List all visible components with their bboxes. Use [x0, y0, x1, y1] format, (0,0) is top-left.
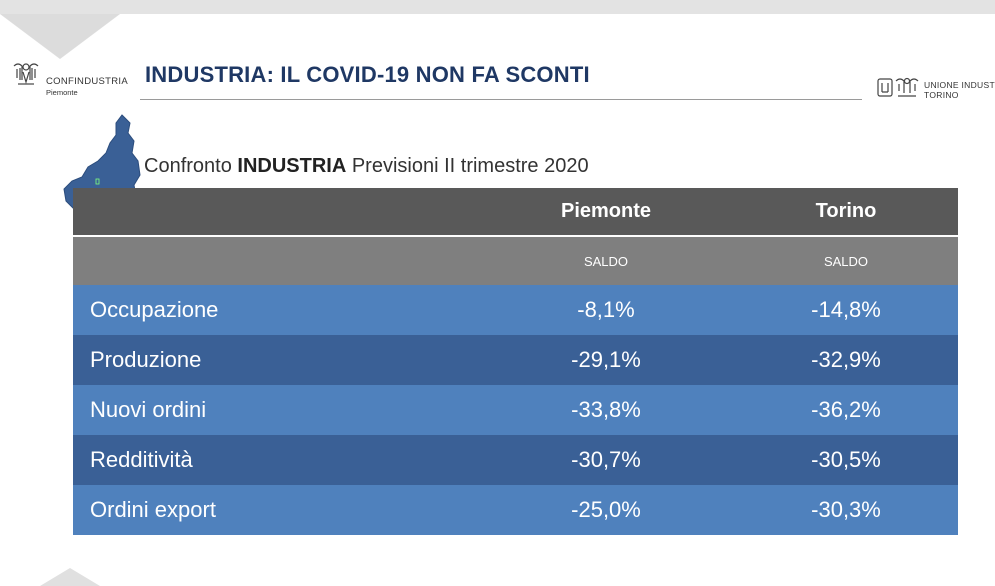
forecast-table: Piemonte Torino SALDO SALDO Occupazione … [73, 188, 958, 535]
row-value-piemonte: -25,0% [478, 485, 734, 535]
row-label: Redditività [73, 435, 478, 485]
row-value-torino: -32,9% [734, 335, 958, 385]
table-header-row: Piemonte Torino [73, 188, 958, 235]
logo-right-brand: UNIONE INDUSTRIALE [924, 80, 995, 90]
row-value-piemonte: -30,7% [478, 435, 734, 485]
logo-left-brand: CONFINDUSTRIA [46, 76, 129, 87]
subheader-label-cell [73, 237, 478, 285]
table-row: Occupazione -8,1% -14,8% [73, 285, 958, 335]
table-subtitle: Confronto INDUSTRIA Previsioni II trimes… [144, 155, 589, 178]
subtitle-suffix: Previsioni II trimestre 2020 [346, 155, 589, 177]
unione-industriale-logo: UNIONE INDUSTRIALE TORINO [876, 75, 995, 105]
subtitle-prefix: Confronto [144, 155, 238, 177]
row-label: Occupazione [73, 285, 478, 335]
table-row: Ordini export -25,0% -30,3% [73, 485, 958, 535]
header-label-cell [73, 188, 478, 235]
subheader-piemonte: SALDO [478, 237, 734, 285]
logo-left-sub: Piemonte [46, 88, 78, 97]
row-value-piemonte: -8,1% [478, 285, 734, 335]
confindustria-logo: CONFINDUSTRIA Piemonte [10, 60, 130, 100]
row-value-piemonte: -29,1% [478, 335, 734, 385]
row-value-torino: -36,2% [734, 385, 958, 435]
confindustria-eagle-icon [13, 63, 39, 85]
title-underline [140, 99, 862, 100]
unione-industriale-icon [877, 77, 919, 97]
row-label: Ordini export [73, 485, 478, 535]
bottom-chevron-decoration [40, 568, 100, 586]
table-row: Redditività -30,7% -30,5% [73, 435, 958, 485]
row-label: Nuovi ordini [73, 385, 478, 435]
subtitle-bold: INDUSTRIA [237, 155, 347, 177]
logo-right-sub: TORINO [924, 90, 959, 100]
page-title: INDUSTRIA: IL COVID-19 NON FA SCONTI [145, 62, 590, 87]
header-piemonte: Piemonte [478, 188, 734, 235]
table-row: Produzione -29,1% -32,9% [73, 335, 958, 385]
row-label: Produzione [73, 335, 478, 385]
header-torino: Torino [734, 188, 958, 235]
row-value-torino: -30,5% [734, 435, 958, 485]
top-band [0, 0, 995, 14]
row-value-torino: -30,3% [734, 485, 958, 535]
top-chevron-decoration [0, 14, 120, 59]
subheader-torino: SALDO [734, 237, 958, 285]
row-value-piemonte: -33,8% [478, 385, 734, 435]
table-row: Nuovi ordini -33,8% -36,2% [73, 385, 958, 435]
header-separator [73, 235, 958, 237]
row-value-torino: -14,8% [734, 285, 958, 335]
table-subheader-row: SALDO SALDO [73, 237, 958, 285]
